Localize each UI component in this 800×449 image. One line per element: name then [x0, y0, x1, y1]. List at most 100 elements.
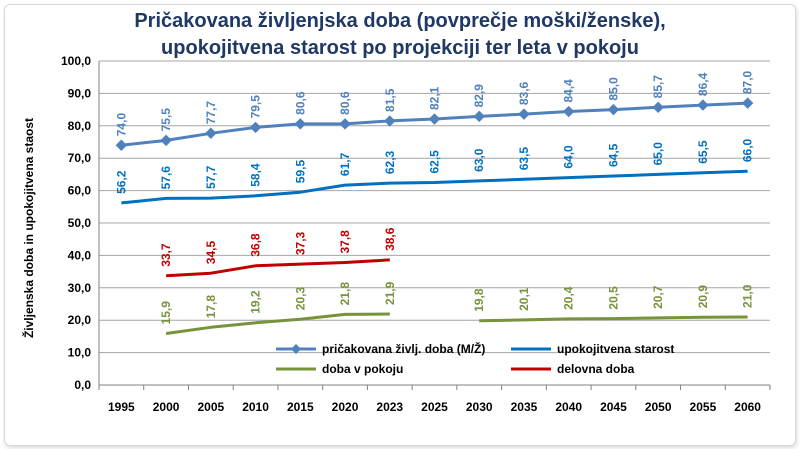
y-tick-label: 90,0	[68, 86, 92, 100]
y-tick-label: 20,0	[68, 313, 92, 327]
data-label: 83,6	[517, 81, 531, 105]
series-marker	[294, 118, 307, 130]
data-label: 62,5	[428, 150, 442, 174]
series-marker	[652, 101, 664, 114]
data-label: 65,5	[696, 140, 710, 164]
x-tick-label: 2005	[197, 400, 224, 414]
data-label: 80,6	[293, 91, 307, 115]
data-label: 37,8	[338, 230, 352, 254]
data-label: 21,9	[383, 281, 397, 305]
data-label: 63,5	[517, 147, 531, 171]
y-tick-label: 70,0	[68, 151, 92, 165]
chart-title-line-1: Pričakovana življenjska doba (povprečje …	[134, 10, 666, 32]
data-label: 65,0	[651, 142, 665, 166]
data-label-layer: 74,0 75,5 77,7 79,5 80,6 80,6 81,5 82,1 82,9 83,6…	[114, 70, 754, 324]
chart-title: Pričakovana življenjska doba (povprečje …	[0, 8, 800, 62]
data-label: 64,5	[606, 143, 620, 167]
x-tick-label: 2035	[511, 400, 538, 414]
y-tick-label: 80,0	[68, 119, 92, 133]
series-marker	[384, 115, 396, 127]
data-label: 38,6	[383, 227, 397, 251]
y-tick-label: 50,0	[68, 216, 92, 230]
series-marker	[741, 97, 754, 109]
x-tick-label: 2010	[242, 400, 269, 414]
data-label: 20,1	[517, 287, 531, 311]
data-label: 85,7	[651, 75, 665, 99]
data-label: 59,5	[293, 160, 307, 184]
y-tick-label: 10,0	[68, 346, 92, 360]
chart-frame	[4, 4, 796, 446]
y-tick-label: 100,0	[61, 54, 91, 68]
legend-marker	[291, 344, 301, 354]
data-label: 79,5	[249, 95, 263, 119]
data-label: 20,5	[606, 286, 620, 310]
chart-title-line-2: upokojitvena starost po projekciji ter l…	[161, 37, 639, 59]
grid-layer	[99, 60, 770, 354]
x-tick-label: 2025	[421, 400, 448, 414]
x-tick-label: 2030	[466, 400, 493, 414]
series-marker	[249, 121, 262, 134]
data-label: 20,7	[651, 285, 665, 309]
legend-item: pričakovana življ. doba (M/Ž)	[276, 341, 485, 356]
data-label: 19,2	[249, 290, 263, 314]
data-label: 56,2	[114, 170, 128, 194]
data-label: 82,9	[472, 84, 486, 108]
data-label: 62,3	[383, 150, 397, 174]
legend-label: upokojitvena starost	[557, 342, 674, 356]
x-tick-label: 2020	[332, 400, 359, 414]
y-tick-label: 0,0	[74, 378, 91, 392]
x-tick-label: 2060	[734, 400, 761, 414]
x-tick-label: 2045	[600, 400, 627, 414]
series-marker	[115, 139, 128, 151]
data-label: 81,5	[383, 88, 397, 112]
series-line	[121, 169, 748, 205]
series-marker	[160, 134, 172, 147]
legend: pričakovana življ. doba (M/Ž) upokojitven…	[276, 341, 674, 376]
series-marker	[428, 113, 441, 125]
data-label: 36,8	[249, 233, 263, 257]
data-label: 15,9	[159, 301, 173, 325]
series-line	[479, 315, 748, 323]
series-line	[166, 258, 390, 278]
data-label: 84,4	[562, 79, 576, 103]
data-label: 74,0	[114, 113, 128, 137]
data-label: 20,4	[562, 286, 576, 310]
legend-item: delovna doba	[511, 362, 635, 376]
y-tick-label: 40,0	[68, 248, 92, 262]
legend-item: doba v pokoju	[276, 362, 403, 376]
legend-label: pričakovana življ. doba (M/Ž)	[322, 341, 485, 356]
data-label: 63,0	[472, 148, 486, 172]
data-label: 57,7	[204, 165, 218, 189]
series-marker	[607, 103, 620, 116]
x-tick-label: 2015	[287, 400, 314, 414]
series-marker	[473, 110, 485, 123]
data-label: 77,7	[204, 101, 218, 125]
data-label: 66,0	[741, 138, 755, 162]
axis-layer: 0,0 10,0 20,0 30,0 40,0 50,0 60,0 70,0 80,0 90,0 1…	[61, 54, 771, 414]
data-label: 57,6	[159, 166, 173, 190]
y-tick-label: 30,0	[68, 281, 92, 295]
data-label: 34,5	[204, 241, 218, 265]
series-layer	[115, 97, 754, 335]
legend-item: upokojitvena starost	[511, 342, 674, 356]
data-label: 20,3	[293, 287, 307, 311]
x-tick-label: 2000	[153, 400, 180, 414]
data-label: 86,4	[696, 72, 710, 96]
x-tick-label: 2023	[376, 400, 403, 414]
series-marker	[339, 118, 351, 130]
data-label: 82,1	[428, 86, 442, 110]
data-label: 20,9	[696, 285, 710, 309]
x-tick-label: 2055	[690, 400, 717, 414]
series-marker	[697, 99, 709, 111]
x-tick-label: 2050	[645, 400, 672, 414]
data-label: 37,3	[293, 231, 307, 255]
data-label: 61,7	[338, 152, 352, 176]
y-axis-label: Življenska doba in upokojitvena staost	[21, 118, 36, 338]
x-tick-label: 2040	[555, 400, 582, 414]
series-line	[165, 312, 390, 335]
data-label: 87,0	[741, 70, 755, 94]
data-label: 33,7	[159, 243, 173, 267]
legend-label: doba v pokoju	[322, 362, 403, 376]
series-marker	[562, 105, 575, 118]
